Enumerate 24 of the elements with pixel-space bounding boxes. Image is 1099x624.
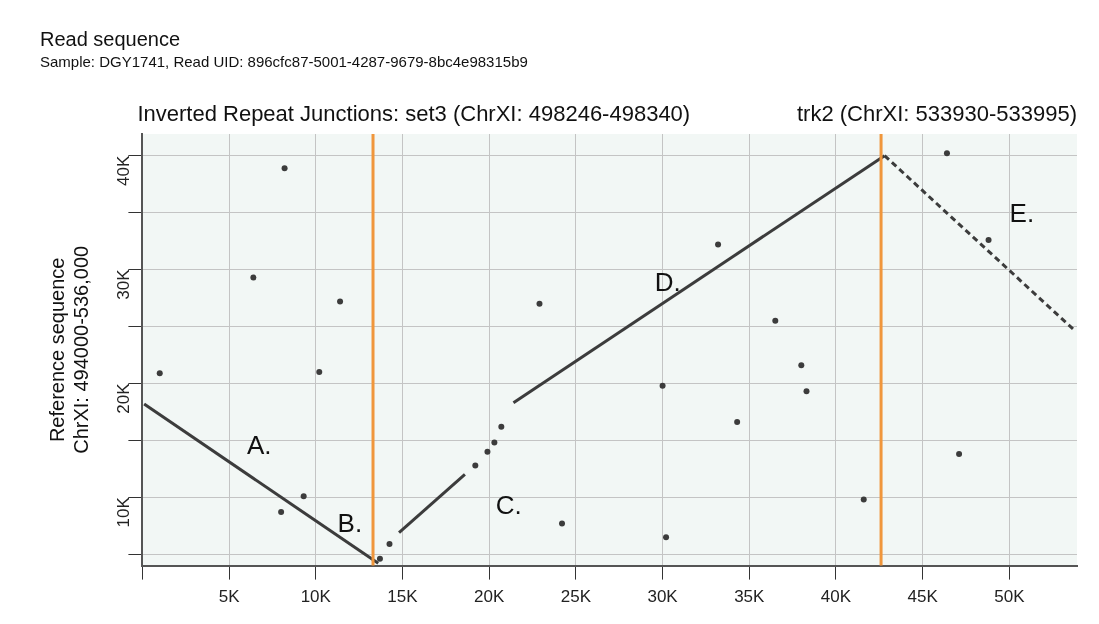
x-tick-label: 30K	[647, 587, 679, 607]
y-tick-label: 20K	[114, 382, 134, 414]
annotation: A.	[246, 430, 272, 461]
x-tick-label: 35K	[734, 587, 766, 607]
x-tick-label: 15K	[387, 587, 419, 607]
x-tick-label: 10K	[300, 587, 332, 607]
x-tick-label: 45K	[907, 587, 939, 607]
annotation: C.	[495, 489, 522, 520]
y-axis-title: Reference sequence ChrXI: 494000-536,000	[45, 245, 92, 454]
chart-title: Read sequence	[40, 27, 181, 50]
annotation: E.	[1009, 198, 1035, 229]
x-tick-label: 25K	[560, 587, 592, 607]
y-tick-label: 40K	[114, 154, 134, 186]
chart-subtitle: Sample: DGY1741, Read UID: 896cfc87-5001-4287-9679-8bc4e98315b9	[40, 53, 528, 71]
y-tick-label: 10K	[114, 496, 134, 528]
x-tick-label: 40K	[820, 587, 852, 607]
text: Inverted Repeat Junctions: set3 (ChrXI: 498246-498340)	[137, 101, 691, 127]
x-tick-label: 50K	[994, 587, 1026, 607]
y-tick-label: 30K	[114, 268, 134, 300]
x-tick-label: 20K	[474, 587, 505, 607]
annotation: B.	[337, 507, 363, 538]
x-tick-label: 5K	[218, 587, 241, 607]
text: trk2 (ChrXI: 533930-533995)	[796, 101, 1077, 127]
annotation: D.	[654, 266, 681, 297]
